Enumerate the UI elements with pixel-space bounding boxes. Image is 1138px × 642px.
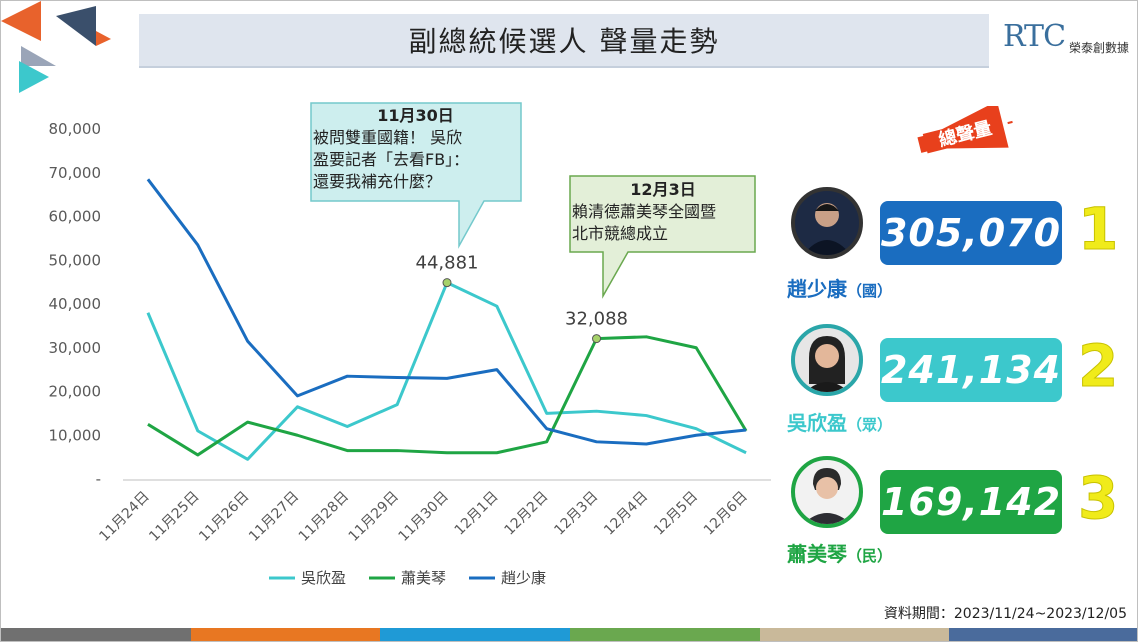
- small-orange-triangle: [96, 31, 111, 46]
- data-label: 32,088: [565, 309, 628, 330]
- callout-1-line: 還要我補充什麼？: [313, 172, 442, 191]
- teal-triangle: [19, 61, 49, 93]
- y-tick-label: 80,000: [49, 120, 102, 138]
- candidate-2-name: 吳欣盈（眾）: [787, 407, 892, 436]
- candidate-3-total-box: 169,142: [880, 470, 1062, 534]
- logo-mark: RTC: [1003, 19, 1066, 54]
- y-tick-label: 20,000: [49, 383, 102, 401]
- y-tick-label: 70,000: [49, 164, 102, 182]
- x-tick-label: 11月25日: [146, 489, 202, 545]
- x-tick-label: 12月5日: [651, 489, 701, 539]
- legend-label: 蕭美琴: [401, 569, 446, 587]
- series-line: [146, 281, 747, 461]
- candidate-1-total: 305,070: [880, 211, 1062, 255]
- callout-2-line: 北市競總成立: [572, 224, 669, 243]
- candidate-3-name: 蕭美琴（民）: [787, 538, 892, 567]
- footer-segment: [759, 628, 950, 641]
- data-point-marker: [442, 278, 452, 288]
- x-tick-label: 11月24日: [96, 489, 152, 545]
- y-tick-label: 60,000: [49, 208, 102, 226]
- candidate-party: （民）: [847, 547, 893, 565]
- avatar: [791, 324, 863, 396]
- x-tick-label: 12月6日: [701, 489, 751, 539]
- y-tick-label: 50,000: [49, 251, 102, 269]
- callout-2-bubble: [569, 175, 756, 299]
- x-tick-label: 12月2日: [502, 489, 552, 539]
- navy-triangle: [56, 6, 96, 46]
- x-tick-label: 12月3日: [551, 489, 601, 539]
- rank-1: 1: [1077, 195, 1119, 264]
- callout-2-line: 賴清德蕭美琴全國暨: [572, 202, 717, 221]
- callout-1-line: 盈要記者「去看FB」：: [313, 150, 470, 169]
- data-label: 44,881: [416, 253, 479, 274]
- candidate-2-total: 241,134: [880, 348, 1062, 392]
- footer-segment: [570, 628, 760, 641]
- legend-label: 吳欣盈: [301, 569, 346, 587]
- callout-1: 11月30日 被問雙重國籍！ 吳欣 盈要記者「去看FB」： 還要我補充什麼？: [313, 105, 518, 193]
- x-tick-label: 11月29日: [346, 489, 402, 545]
- rank-3: 3: [1077, 464, 1119, 533]
- candidate-1-total-box: 305,070: [880, 201, 1062, 265]
- footer-segment: [380, 628, 571, 641]
- legend-label: 趙少康: [501, 569, 546, 587]
- rtc-logo: RTC 榮泰創數據: [1003, 15, 1133, 57]
- footer-segment: [1, 628, 191, 641]
- candidate-name-text: 趙少康: [787, 277, 847, 301]
- callout-1-bubble: [310, 102, 522, 249]
- candidate-name-text: 吳欣盈: [787, 411, 847, 435]
- x-tick-label: 11月26日: [196, 489, 252, 545]
- callout-2-date: 12月3日: [630, 180, 696, 199]
- candidate-party: （眾）: [847, 416, 893, 434]
- data-period-note: 資料期間：2023/11/24~2023/12/05: [883, 606, 1127, 622]
- data-point-marker: [592, 334, 602, 344]
- series-line: [147, 335, 748, 457]
- candidate-party: （國）: [847, 282, 893, 300]
- avatar: [791, 456, 863, 528]
- y-tick-label: 10,000: [49, 426, 102, 444]
- y-tick-label: -: [96, 470, 101, 488]
- page-title: 副總統候選人 聲量走勢: [408, 25, 720, 58]
- footer-color-bar: [1, 628, 1137, 641]
- x-tick-label: 11月28日: [296, 489, 352, 545]
- callout-1-date: 11月30日: [377, 106, 454, 125]
- logo-name: 榮泰創數據: [1069, 41, 1130, 55]
- candidate-name-text: 蕭美琴: [787, 542, 847, 566]
- line-chart: 80,000 70,000 60,000 50,000 40,000 30,000 20,0…: [49, 120, 771, 587]
- x-tick-label: 11月30日: [396, 489, 452, 545]
- candidate-2-total-box: 241,134: [880, 338, 1062, 402]
- title-bar: 副總統候選人 聲量走勢: [139, 14, 989, 68]
- candidate-3-total: 169,142: [880, 480, 1062, 524]
- footer-segment: [949, 628, 1137, 641]
- series-line: [146, 178, 747, 446]
- avatar: [791, 187, 863, 259]
- rank-2: 2: [1077, 332, 1119, 401]
- y-tick-label: 30,000: [49, 339, 102, 357]
- orange-triangle: [1, 1, 41, 41]
- candidate-1-name: 趙少康（國）: [787, 273, 892, 302]
- decorative-triangles: [1, 1, 111, 93]
- x-tick-label: 11月27日: [246, 489, 302, 545]
- x-tick-label: 12月4日: [601, 489, 651, 539]
- total-volume-badge: 總聲量: [914, 98, 1014, 166]
- grey-triangle: [21, 46, 56, 66]
- x-tick-label: 12月1日: [452, 489, 502, 539]
- callout-1-line: 被問雙重國籍！ 吳欣: [313, 128, 463, 147]
- y-tick-label: 40,000: [49, 295, 102, 313]
- footer-segment: [190, 628, 381, 641]
- callout-2: 12月3日 賴清德蕭美琴全國暨 北市競總成立: [572, 179, 754, 245]
